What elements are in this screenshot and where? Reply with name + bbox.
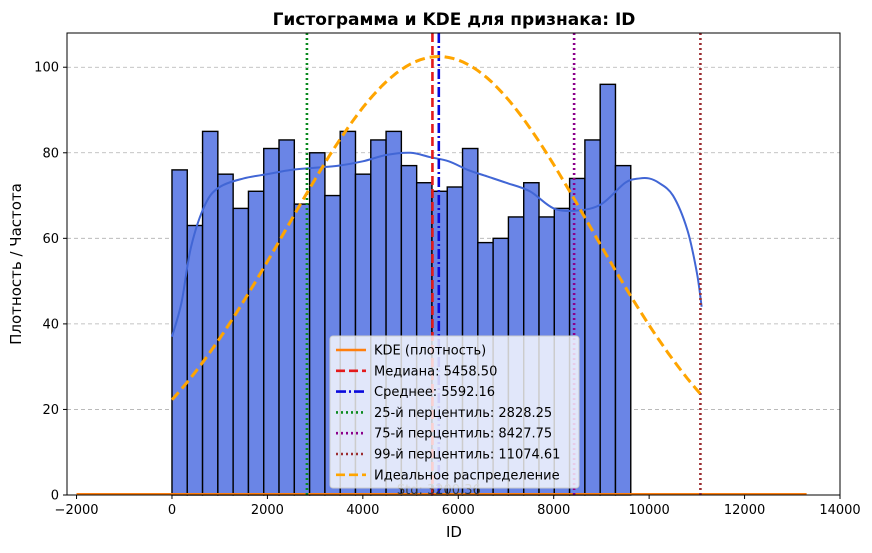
x-axis-label: ID <box>446 523 462 541</box>
legend-label: 75-й перцентиль: 8427.75 <box>374 427 552 442</box>
x-tick-label: −2000 <box>55 503 99 518</box>
legend-box <box>329 335 580 489</box>
histogram-bar <box>599 83 617 496</box>
legend-label: KDE (плотность) <box>374 344 486 359</box>
ideal-distribution-curve <box>170 54 703 401</box>
x-tick-label: 2000 <box>251 503 284 518</box>
histogram-bar <box>186 224 204 496</box>
x-tick-label: 10000 <box>628 503 669 518</box>
histogram-bar <box>263 147 280 496</box>
y-tick-label: 20 <box>42 403 59 418</box>
histogram-bar <box>232 207 250 496</box>
chart-title: Гистограмма и KDE для признака: ID <box>273 10 636 30</box>
x-tick-label: 8000 <box>537 503 570 518</box>
y-tick-label: 60 <box>42 232 59 247</box>
axes-frame <box>66 32 841 496</box>
legend-label: Среднее: 5592.16 <box>374 385 495 400</box>
histogram-bar <box>201 130 219 496</box>
histogram-bar <box>614 164 632 496</box>
histogram-bar <box>308 152 326 496</box>
x-tick-label: 0 <box>168 503 176 518</box>
legend-label: Идеальное распределение <box>374 468 560 483</box>
legend: KDE (плотность) Медиана: 5458.50 Среднее: … <box>329 335 580 489</box>
axes: −2000 0 2000 4000 6000 8000 10000 12000 14000020… <box>34 32 861 518</box>
y-tick-label: 0 <box>51 489 59 504</box>
y-tick-label: 100 <box>34 61 59 76</box>
histogram-bar <box>278 139 296 496</box>
x-tick-label: 6000 <box>442 503 475 518</box>
legend-label: Медиана: 5458.50 <box>374 364 497 379</box>
legend-label: 99-й перцентиль: 11074.61 <box>374 448 560 463</box>
histogram-bar <box>217 173 234 496</box>
y-axis-label: Плотность / Частота <box>7 183 25 345</box>
x-tick-label: 12000 <box>724 503 765 518</box>
histogram-bar <box>247 190 265 496</box>
x-tick-label: 14000 <box>819 503 860 518</box>
x-tick-label: 4000 <box>346 503 379 518</box>
y-tick-label: 80 <box>42 146 59 161</box>
histogram-bar <box>584 139 601 496</box>
y-tick-label: 40 <box>42 317 59 332</box>
legend-label: 25-й перцентиль: 2828.25 <box>374 406 552 421</box>
kde-curve <box>171 151 703 337</box>
